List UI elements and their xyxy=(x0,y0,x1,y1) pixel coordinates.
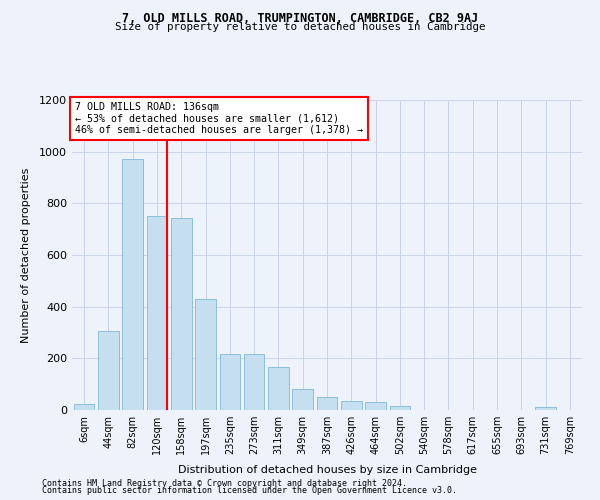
Bar xyxy=(146,216,167,410)
Bar xyxy=(317,397,337,410)
Bar xyxy=(268,368,289,410)
Text: 7, OLD MILLS ROAD, TRUMPINGTON, CAMBRIDGE, CB2 9AJ: 7, OLD MILLS ROAD, TRUMPINGTON, CAMBRIDG… xyxy=(122,12,478,26)
Bar xyxy=(98,331,119,410)
Bar xyxy=(171,218,191,410)
Bar xyxy=(195,299,216,410)
X-axis label: Distribution of detached houses by size in Cambridge: Distribution of detached houses by size … xyxy=(178,466,476,475)
Bar xyxy=(122,160,143,410)
Text: Contains public sector information licensed under the Open Government Licence v3: Contains public sector information licen… xyxy=(42,486,457,495)
Text: 7 OLD MILLS ROAD: 136sqm
← 53% of detached houses are smaller (1,612)
46% of sem: 7 OLD MILLS ROAD: 136sqm ← 53% of detach… xyxy=(74,102,362,134)
Bar xyxy=(365,402,386,410)
Bar xyxy=(220,354,240,410)
Bar xyxy=(389,406,410,410)
Text: Contains HM Land Registry data © Crown copyright and database right 2024.: Contains HM Land Registry data © Crown c… xyxy=(42,478,407,488)
Bar xyxy=(292,390,313,410)
Bar xyxy=(535,408,556,410)
Text: Size of property relative to detached houses in Cambridge: Size of property relative to detached ho… xyxy=(115,22,485,32)
Y-axis label: Number of detached properties: Number of detached properties xyxy=(20,168,31,342)
Bar xyxy=(74,404,94,410)
Bar xyxy=(341,401,362,410)
Bar xyxy=(244,354,265,410)
